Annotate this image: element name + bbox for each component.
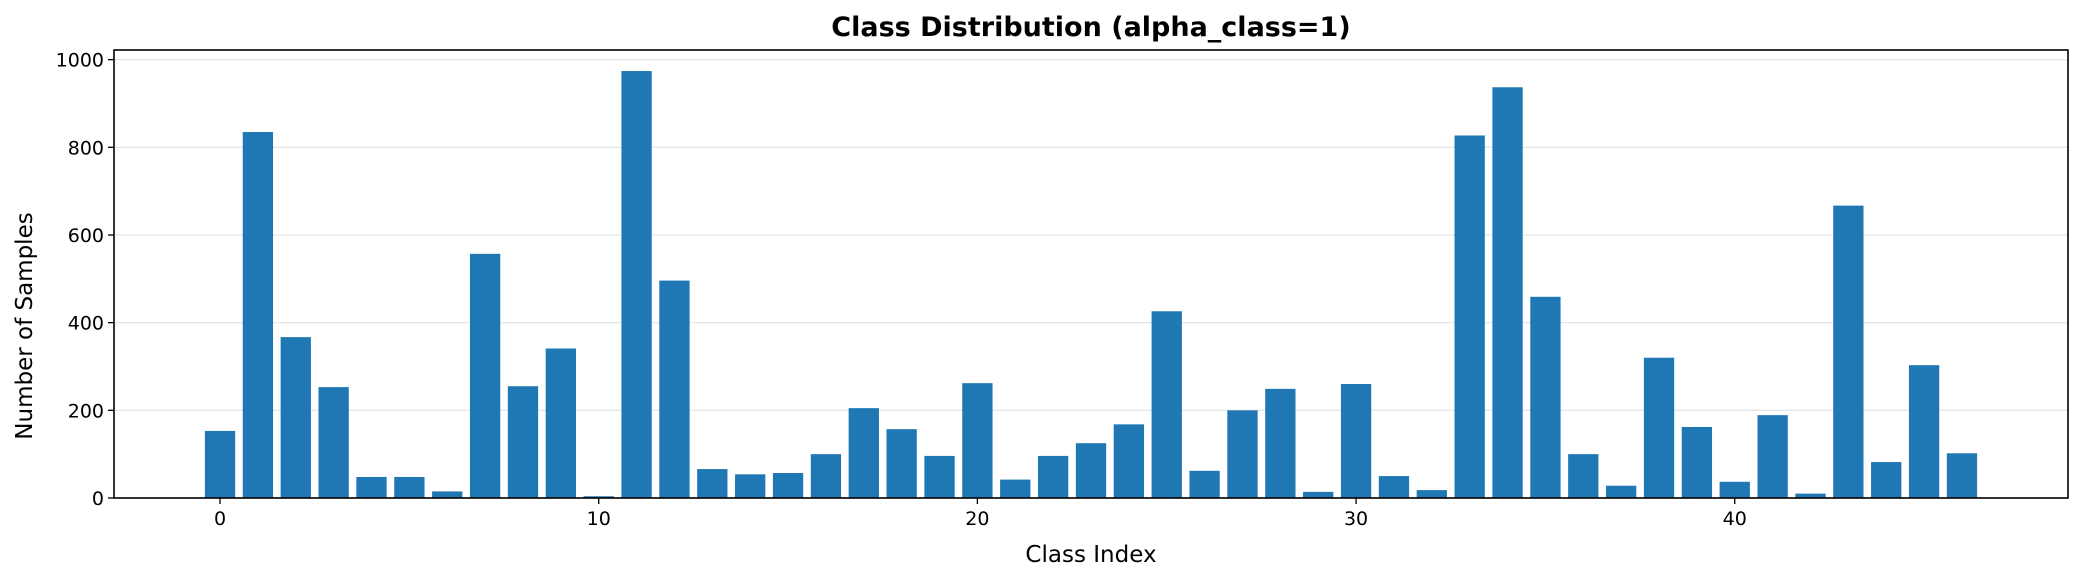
bar-class-27: [1227, 410, 1258, 498]
bar-class-24: [1113, 424, 1145, 498]
bar-class-26: [1189, 470, 1220, 498]
bar-class-41: [1757, 415, 1788, 498]
y-tick-label: 200: [68, 400, 104, 422]
bar-class-10: [583, 496, 614, 498]
bar-class-31: [1378, 476, 1410, 498]
bar-class-37: [1606, 485, 1637, 498]
bars: [204, 71, 1978, 499]
y-tick-label: 600: [68, 225, 104, 247]
bar-class-32: [1416, 490, 1447, 498]
bar-class-33: [1454, 135, 1485, 499]
bar-class-3: [318, 387, 349, 498]
y-tick-label: 0: [92, 488, 104, 510]
bar-class-34: [1492, 87, 1523, 498]
x-tick-label: 30: [1344, 508, 1368, 530]
bar-class-0: [204, 430, 236, 498]
bar-class-4: [356, 476, 387, 498]
bar-class-14: [735, 474, 766, 498]
bar-class-40: [1719, 481, 1750, 498]
bar-class-30: [1340, 384, 1372, 498]
plot-frame: [113, 49, 2069, 499]
bar-class-25: [1151, 311, 1182, 498]
bar-class-22: [1037, 455, 1069, 498]
bar-class-11: [621, 71, 652, 498]
bar-class-5: [394, 476, 425, 498]
bar-class-17: [848, 408, 879, 498]
bar-class-13: [697, 469, 728, 498]
y-tick-label: 400: [68, 313, 104, 335]
bar-class-36: [1568, 454, 1599, 498]
bar-class-28: [1265, 388, 1296, 498]
bar-class-15: [772, 473, 804, 498]
bar-class-42: [1795, 493, 1826, 498]
x-axis-label: Class Index: [1025, 542, 1156, 568]
bar-class-43: [1833, 205, 1864, 498]
bar-class-29: [1303, 491, 1334, 498]
y-axis-ticks: 0 200 400 600 800 1000: [56, 50, 114, 510]
bar-class-46: [1946, 453, 1978, 498]
bar-class-44: [1871, 462, 1902, 498]
bar-class-45: [1908, 365, 1940, 498]
bar-class-8: [507, 386, 539, 498]
bar-class-18: [886, 429, 917, 498]
x-tick-label: 20: [965, 508, 989, 530]
bar-class-21: [1000, 479, 1031, 498]
bar-class-2: [280, 337, 311, 498]
x-tick-label: 10: [587, 508, 611, 530]
y-tick-label: 800: [68, 137, 104, 159]
bar-class-39: [1681, 426, 1713, 498]
y-axis-label: Number of Samples: [12, 212, 38, 439]
bar-class-35: [1530, 296, 1561, 498]
bar-class-12: [659, 280, 690, 498]
bar-class-38: [1643, 357, 1675, 498]
chart-title: Class Distribution (alpha_class=1): [831, 12, 1350, 43]
bar-class-7: [469, 253, 501, 498]
y-tick-label: 1000: [56, 50, 104, 72]
x-axis-ticks: 0 10 20 30 40: [214, 498, 1747, 530]
bar-class-16: [810, 454, 842, 498]
bar-class-20: [962, 383, 993, 498]
bar-class-23: [1075, 443, 1107, 498]
bar-class-1: [242, 131, 274, 498]
x-tick-label: 0: [214, 508, 226, 530]
bar-class-19: [924, 455, 955, 498]
bar-class-6: [432, 491, 463, 498]
x-tick-label: 40: [1723, 508, 1747, 530]
bar-class-9: [545, 348, 576, 498]
